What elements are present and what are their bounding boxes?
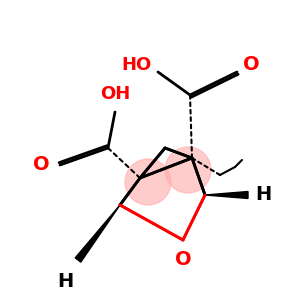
- Text: O: O: [175, 250, 191, 269]
- Circle shape: [125, 159, 171, 205]
- Text: H: H: [255, 185, 271, 205]
- Text: O: O: [33, 155, 50, 175]
- Polygon shape: [75, 205, 120, 262]
- Text: H: H: [57, 272, 73, 291]
- Circle shape: [165, 147, 211, 193]
- Text: HO: HO: [122, 56, 152, 74]
- Text: OH: OH: [100, 85, 130, 103]
- Polygon shape: [205, 191, 248, 199]
- Text: O: O: [243, 56, 260, 74]
